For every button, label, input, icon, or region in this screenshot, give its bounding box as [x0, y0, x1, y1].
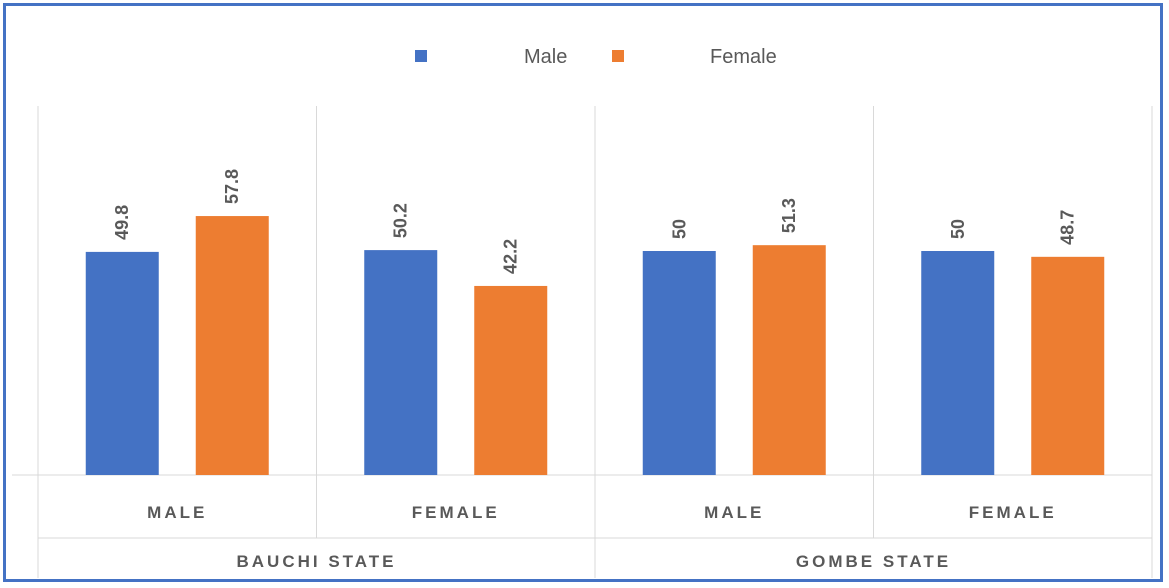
data-label-female-3: 51.3	[779, 198, 799, 233]
bar-male-2	[364, 250, 438, 475]
bars	[85, 216, 1105, 475]
category-axis: MALE FEMALE MALE FEMALE BAUCHI STATE GOMBE ST…	[147, 503, 1057, 571]
category-label-2: FEMALE	[412, 503, 500, 522]
data-label-female-1: 57.8	[222, 169, 242, 204]
category-label-1: MALE	[147, 503, 207, 522]
data-label-male-1: 49.8	[112, 205, 132, 240]
legend-label-female: Female	[710, 46, 777, 68]
group-label-2: GOMBE STATE	[796, 552, 951, 571]
bar-female-2	[474, 285, 548, 475]
data-label-male-2: 50.2	[391, 203, 411, 238]
legend-swatch-male	[415, 50, 427, 62]
data-label-male-4: 50	[948, 219, 968, 239]
legend: Male Female	[415, 46, 777, 68]
legend-label-male: Male	[524, 46, 567, 68]
bar-male-1	[85, 251, 159, 475]
category-label-4: FEMALE	[969, 503, 1057, 522]
group-label-1: BAUCHI STATE	[236, 552, 396, 571]
bar-female-3	[752, 245, 826, 475]
legend-item-male: Male	[415, 46, 567, 68]
data-label-female-4: 48.7	[1058, 210, 1078, 245]
bar-male-4	[921, 251, 995, 475]
data-label-female-2: 42.2	[501, 239, 521, 274]
data-labels: 49.8 57.8 50.2 42.2 50 51.3 50 48.7	[112, 169, 1078, 274]
bar-female-4	[1031, 256, 1105, 475]
legend-swatch-female	[612, 50, 624, 62]
category-label-3: MALE	[704, 503, 764, 522]
data-label-male-3: 50	[669, 219, 689, 239]
bar-female-1	[195, 216, 269, 475]
bar-male-3	[642, 251, 716, 475]
legend-item-female: Female	[612, 46, 777, 68]
